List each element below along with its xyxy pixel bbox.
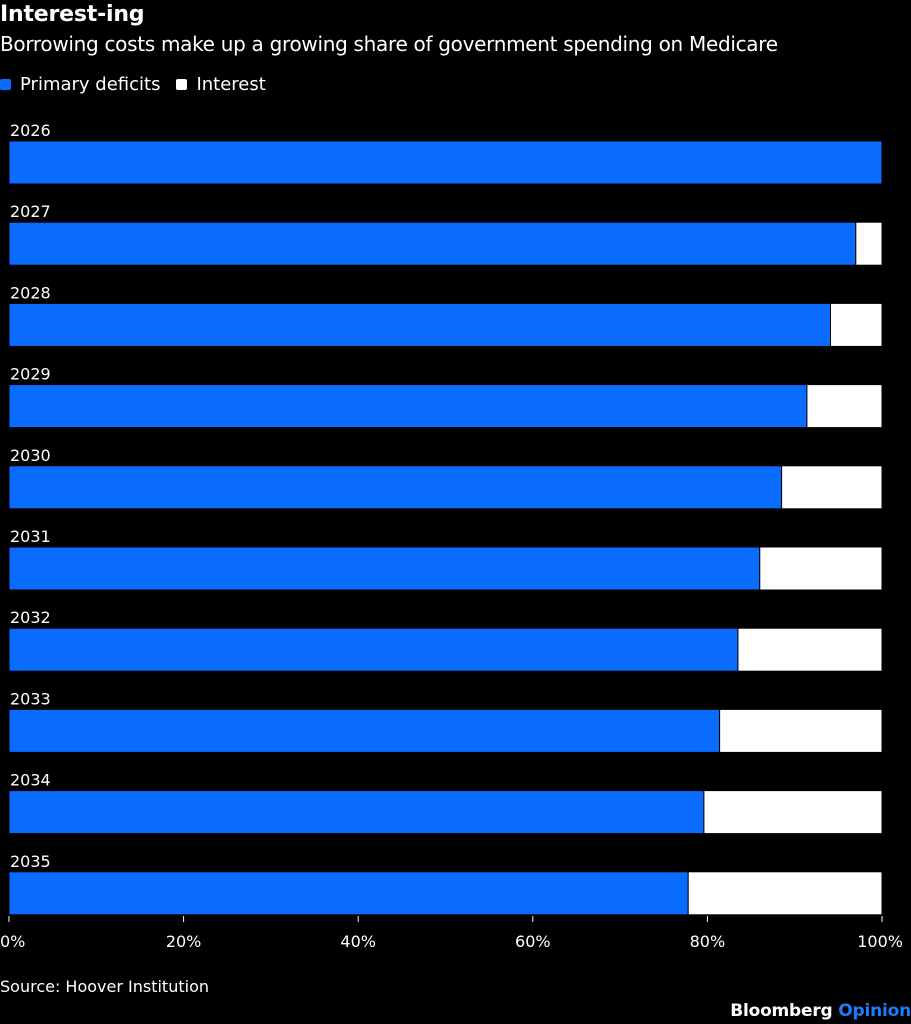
bar-interest-2027 (855, 221, 883, 266)
legend-swatch-primary-deficits (0, 79, 11, 90)
category-label-2033: 2033 (10, 689, 51, 708)
bar-interest-2030 (781, 465, 883, 510)
chart-title: Interest-ing (0, 2, 145, 27)
bar-interest-2032 (737, 627, 883, 672)
bar-interest-2028 (829, 302, 883, 347)
bar-primary-deficits-2030 (8, 465, 783, 510)
category-label-2027: 2027 (10, 202, 51, 221)
category-label-2029: 2029 (10, 365, 51, 384)
category-label-2032: 2032 (10, 608, 51, 627)
bar-primary-deficits-2033 (8, 708, 721, 753)
x-tick-label-0: 0% (0, 932, 25, 951)
bar-primary-deficits-2029 (8, 384, 808, 429)
bar-primary-deficits-2031 (8, 546, 761, 591)
bar-primary-deficits-2034 (8, 790, 705, 835)
bar-primary-deficits-2035 (8, 871, 689, 916)
bar-primary-deficits-2028 (8, 302, 831, 347)
category-label-2034: 2034 (10, 771, 51, 790)
category-label-2035: 2035 (10, 852, 51, 871)
x-tick-label-3: 60% (515, 932, 551, 951)
bar-primary-deficits-2026 (8, 140, 883, 185)
chart-subtitle: Borrowing costs make up a growing share … (0, 32, 778, 56)
x-tick-label-4: 80% (690, 932, 726, 951)
legend-label-primary-deficits: Primary deficits (20, 74, 161, 95)
bar-primary-deficits-2032 (8, 627, 739, 672)
brand-logo: Bloomberg Opinion (730, 1001, 911, 1021)
legend-swatch-interest (176, 79, 188, 90)
legend-label-interest: Interest (196, 74, 266, 95)
brand-name: Bloomberg (730, 1001, 833, 1021)
category-label-2028: 2028 (10, 283, 51, 302)
x-tick-label-5: 100% (857, 932, 903, 951)
category-label-2026: 2026 (10, 121, 51, 140)
brand-section: Opinion (838, 1001, 911, 1021)
bar-interest-2034 (703, 790, 883, 835)
legend-item-interest: Interest (176, 74, 266, 95)
source-note: Source: Hoover Institution (0, 977, 209, 996)
category-label-2031: 2031 (10, 527, 51, 546)
x-tick-label-1: 20% (166, 932, 202, 951)
category-label-2030: 2030 (10, 446, 51, 465)
x-tick-label-2: 40% (340, 932, 376, 951)
bar-interest-2031 (759, 546, 883, 591)
legend: Primary deficits Interest (0, 74, 282, 95)
legend-item-primary-deficits: Primary deficits (0, 74, 160, 95)
bar-interest-2033 (719, 708, 883, 753)
bar-interest-2035 (687, 871, 883, 916)
bar-primary-deficits-2027 (8, 221, 857, 266)
bar-interest-2029 (806, 384, 883, 429)
